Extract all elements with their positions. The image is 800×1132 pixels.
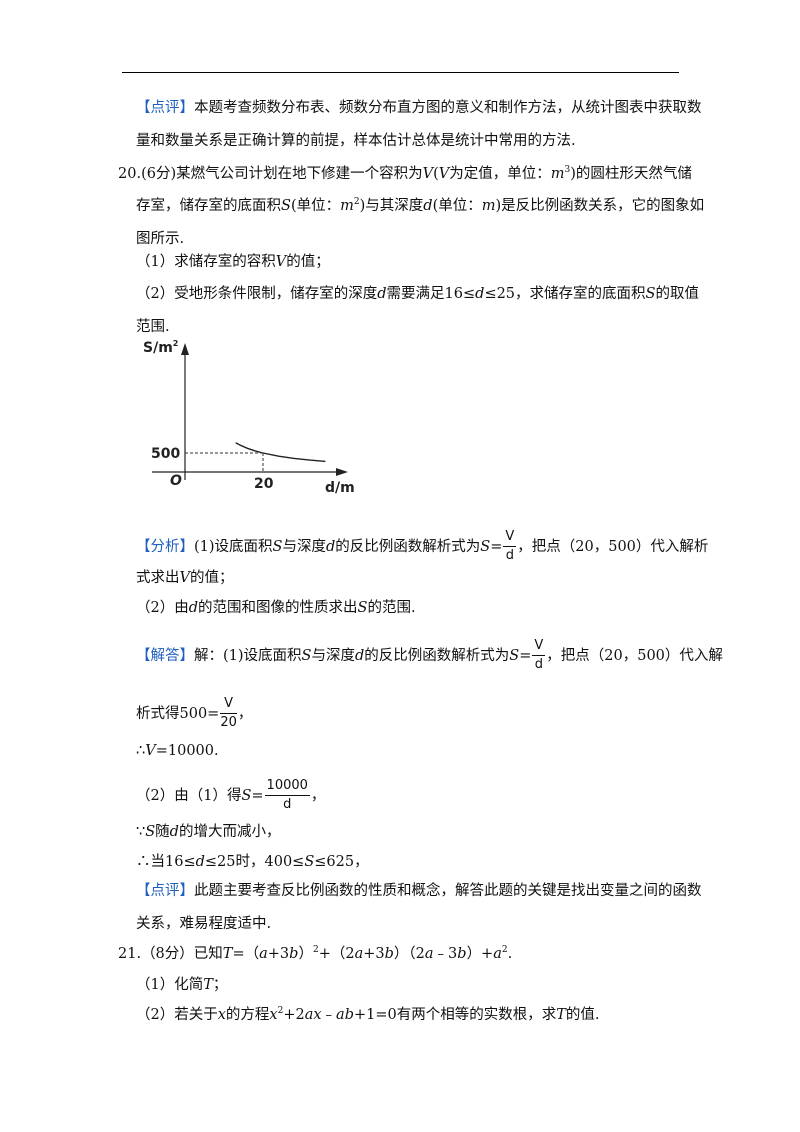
y-axis-arrow (181, 343, 189, 355)
q20-stem-line1: 20.(6分)某燃气公司计划在地下修建一个容积为V(V为定值，单位：m3)的圆柱… (118, 165, 692, 182)
review-tag: 【点评】 (136, 883, 194, 899)
series-line-s-vs-d (235, 442, 326, 463)
x-axis-label: d/m (325, 480, 355, 496)
x-tick-label-20: 20 (254, 476, 274, 492)
q21-sub1: （1）化简T； (136, 977, 228, 993)
review-prev-line1: 【点评】本题考查频数分布表、频数分布直方图的意义和制作方法，从统计图表中获取数 (136, 100, 702, 116)
q20-sub2: （2）受地形条件限制，储存室的深度d需要满足16≤d≤25，求储存室的底面积S的… (136, 286, 699, 302)
y-tick-label-500: 500 (151, 446, 180, 462)
review-line2: 关系，难易程度适中. (136, 916, 272, 932)
review-line1: 【点评】此题主要考查反比例函数的性质和概念，解答此题的关键是找出变量之间的函数 (136, 883, 702, 899)
analysis-tag: 【分析】 (136, 538, 194, 555)
header-rule (122, 72, 679, 73)
question-number: 20. (118, 166, 142, 182)
y-axis-label: S/m2 (143, 339, 178, 356)
fraction-10000-over-d: 10000 d (264, 778, 310, 813)
analysis-line3: （2）由d的范围和图像的性质求出S的范围. (136, 600, 416, 616)
analysis-line2: 式求出V的值； (136, 570, 234, 586)
q21-stem: 21.（8分）已知T=（a+3b）2+（2a+3b）（2a﹣3b）+a2. (118, 945, 513, 962)
q20-sub1: （1）求储存室的容积V的值； (136, 254, 330, 270)
answer-line3: ∴V=10000. (136, 743, 219, 759)
q21-sub2: （2）若关于x的方程x2+2ax﹣ab+1=0有两个相等的实数根，求T的值. (136, 1006, 600, 1023)
q20-sub2-line2: 范围. (136, 319, 170, 335)
review-prev-line2: 量和数量关系是正确计算的前提，样本估计总体是统计中常用的方法. (136, 133, 576, 149)
question-number: 21. (118, 946, 142, 962)
answer-line5: ∵S随d的增大而减小， (136, 824, 281, 840)
answer-line2: 析式得500= V 20， (136, 696, 253, 731)
review-tag: 【点评】 (136, 100, 194, 116)
q20-stem-line2: 存室，储存室的底面积S(单位：m2)与其深度d(单位：m)是反比例函数关系，它的… (136, 197, 705, 214)
inverse-function-chart: S/m2 d/m O 500 20 (143, 339, 355, 496)
answer-tag: 【解答】 (136, 647, 194, 664)
x-axis-arrow (336, 468, 348, 476)
answer-line6: ∴当16≤d≤25时，400≤S≤625， (136, 854, 369, 870)
origin-label: O (170, 473, 182, 489)
q20-stem-line3: 图所示. (136, 231, 185, 247)
fraction-v-over-20: V 20 (220, 696, 237, 731)
answer-line4: （2）由（1）得S= 10000 d， (136, 778, 326, 813)
